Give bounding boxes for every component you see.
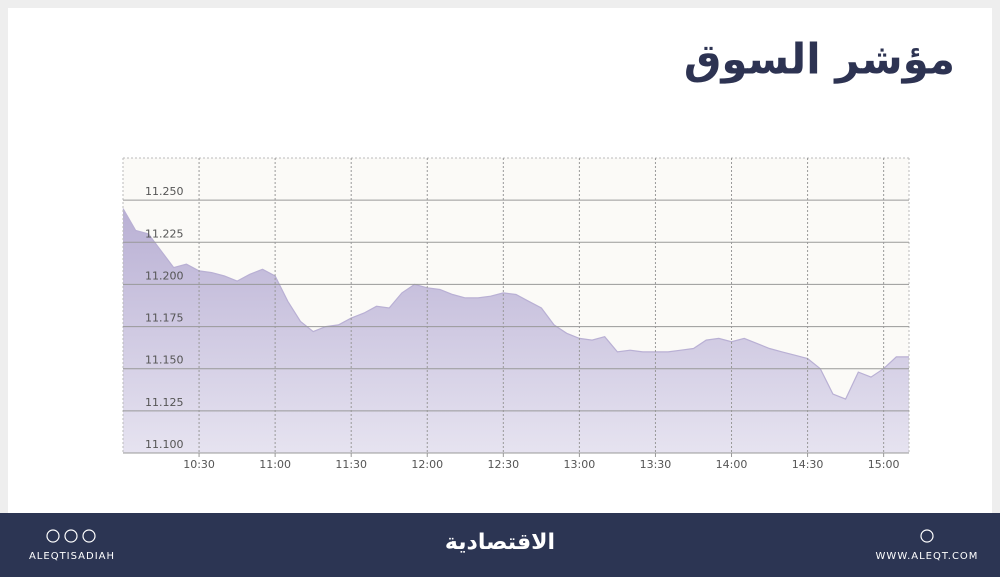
- social-icons: [46, 529, 96, 543]
- area-fill: [123, 208, 909, 453]
- y-tick-label: 11.250: [145, 185, 184, 198]
- chart-title: مؤشر السوق: [684, 35, 955, 85]
- footer-url: WWW.ALEQT.COM: [876, 551, 979, 562]
- footer-logo: الاقتصادية: [445, 530, 555, 555]
- footer-handle: ALEQTISADIAH: [29, 551, 115, 562]
- x-tick-label: 10:30: [183, 458, 215, 471]
- x-tick-label: 14:00: [716, 458, 748, 471]
- x-tick-label: 12:00: [411, 458, 443, 471]
- y-tick-label: 11.225: [145, 227, 184, 240]
- y-tick-label: 11.125: [145, 396, 184, 409]
- web-icon: [920, 529, 934, 543]
- y-tick-label: 11.150: [145, 354, 184, 367]
- area-line: [122, 208, 909, 400]
- x-tick-label: 13:00: [564, 458, 596, 471]
- footer-bar: [0, 513, 1000, 577]
- x-tick-label: 15:00: [868, 458, 900, 471]
- y-tick-label: 11.175: [145, 312, 184, 325]
- x-tick-label: 12:30: [487, 458, 519, 471]
- x-tick-label: 11:30: [335, 458, 367, 471]
- x-tick-label: 14:30: [792, 458, 824, 471]
- x-tick-label: 13:30: [640, 458, 672, 471]
- y-tick-label: 11.100: [145, 438, 184, 451]
- y-tick-label: 11.200: [145, 269, 184, 282]
- x-tick-label: 11:00: [259, 458, 291, 471]
